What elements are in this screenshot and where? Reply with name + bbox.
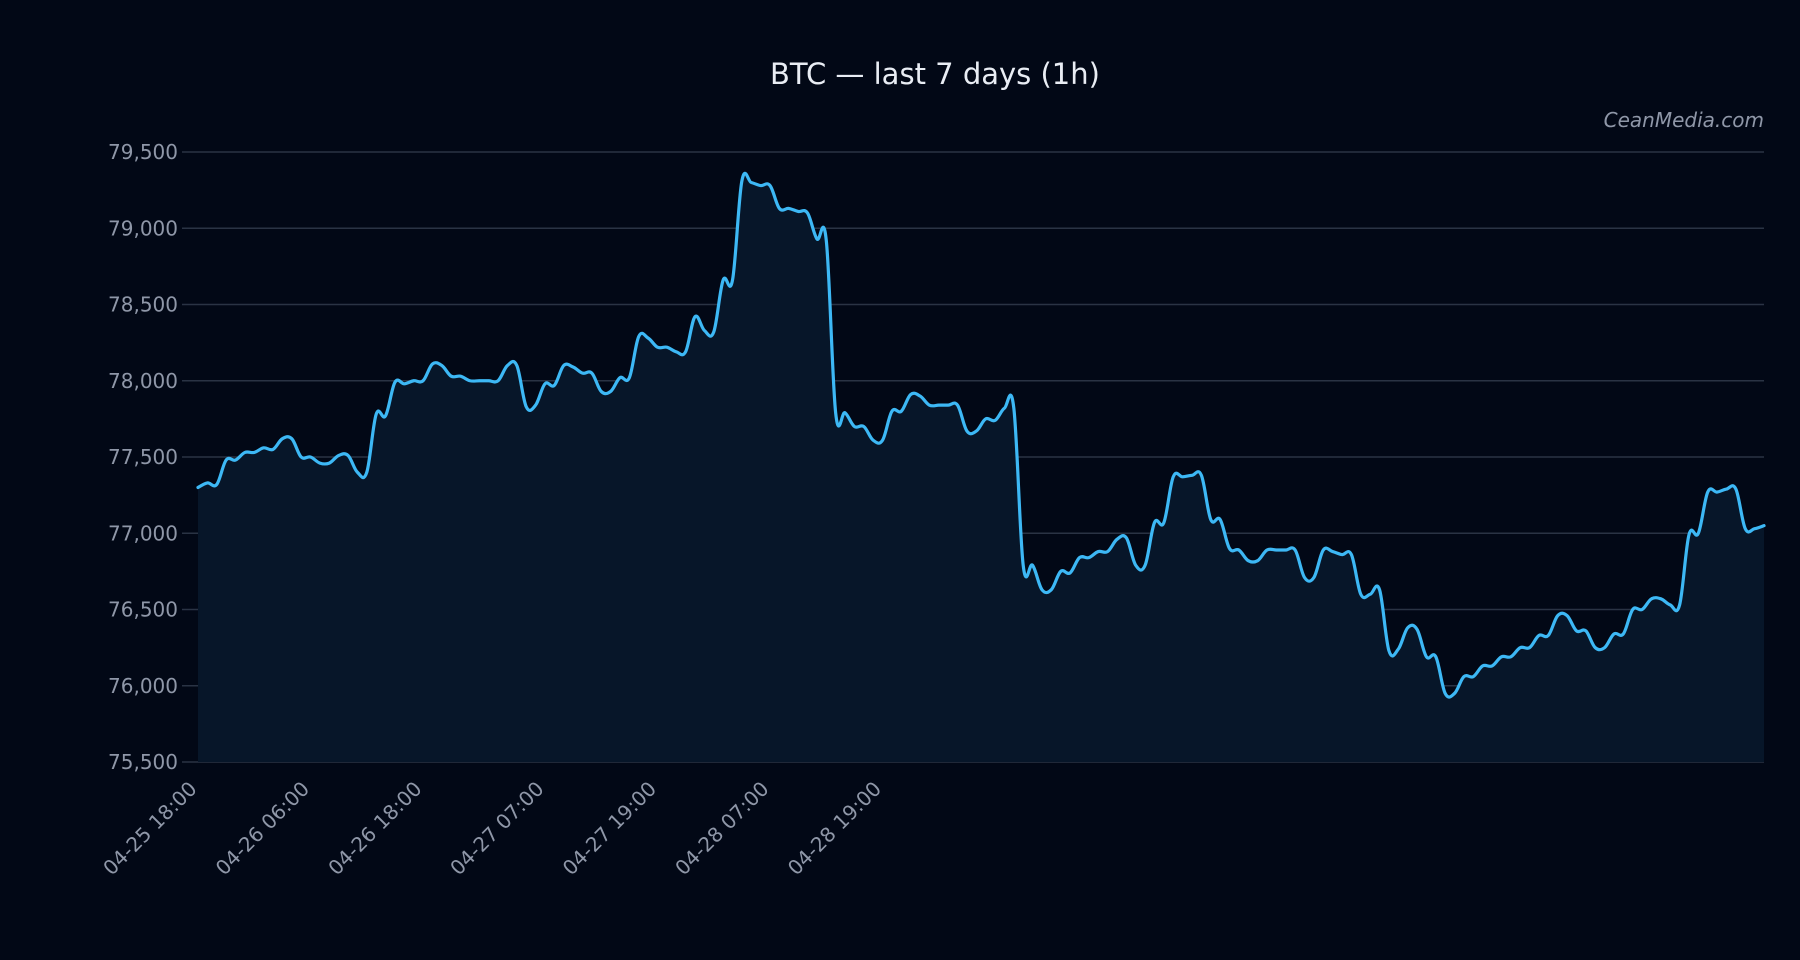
y-tick-label: 77,500 xyxy=(108,445,178,469)
y-tick-label: 76,000 xyxy=(108,674,178,698)
series-area xyxy=(198,173,1764,762)
y-tick-label: 75,500 xyxy=(108,750,178,774)
y-tick-label: 79,500 xyxy=(108,140,178,164)
y-tick-label: 78,500 xyxy=(108,293,178,317)
series-line xyxy=(196,171,1766,699)
y-tick-label: 76,500 xyxy=(108,598,178,622)
watermark: CeanMedia.com xyxy=(1604,108,1764,132)
y-tick-label: 79,000 xyxy=(108,216,178,240)
y-tick-label: 78,000 xyxy=(108,369,178,393)
chart-title: BTC — last 7 days (1h) xyxy=(770,57,1100,91)
y-tick-label: 77,000 xyxy=(108,521,178,545)
y-axis-ticks: 75,500 76,000 76,500 77,000 77,500 78,000 78,5… xyxy=(108,140,178,774)
